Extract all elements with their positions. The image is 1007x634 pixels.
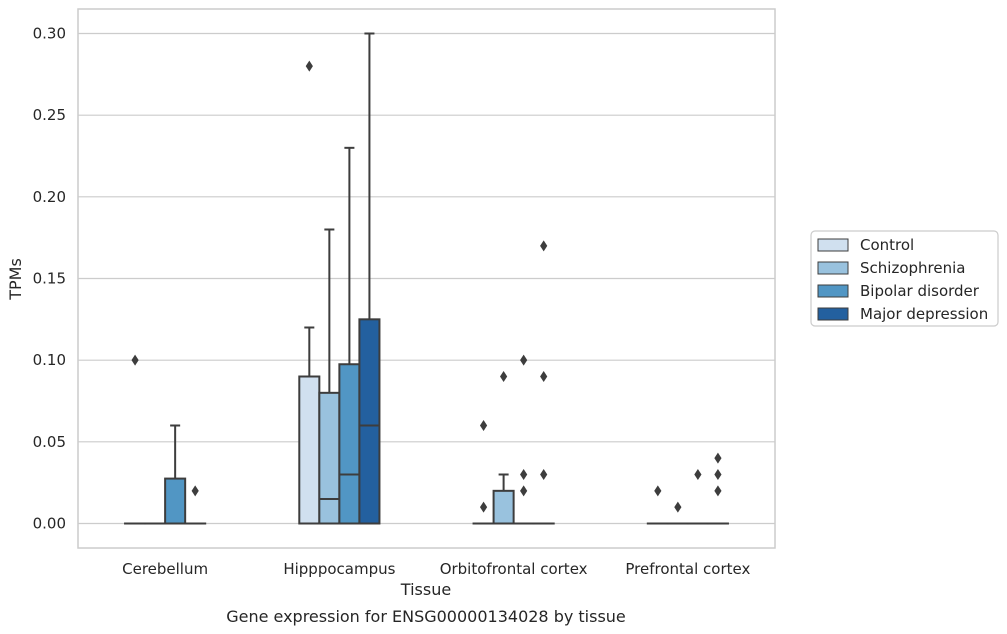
x-axis-label: Tissue: [400, 580, 451, 599]
box-bipolar-disorder: [164, 424, 187, 525]
outlier-point: [479, 420, 488, 431]
legend-label: Control: [860, 236, 914, 254]
outlier-point: [654, 485, 662, 497]
boxes: [124, 32, 729, 525]
box-major-depression: [358, 32, 381, 525]
x-tick-label: Cerebellum: [122, 560, 208, 578]
box-schizophrenia: [318, 228, 341, 525]
outlier-point: [520, 469, 528, 480]
box-major-depression: [706, 452, 729, 525]
x-tick-label: Orbitofrontal cortex: [440, 560, 588, 578]
y-tick-label: 0.20: [33, 188, 66, 206]
y-tick-label: 0.30: [33, 25, 66, 43]
outlier-point: [191, 485, 199, 497]
y-axis-label: TPMs: [6, 258, 25, 301]
box-control: [124, 354, 147, 525]
chart-caption: Gene expression for ENSG00000134028 by t…: [226, 607, 626, 626]
box-body: [298, 375, 321, 525]
y-tick-label: 0.00: [33, 515, 66, 533]
y-tick-label: 0.25: [33, 106, 66, 124]
box-bipolar-disorder: [512, 354, 535, 525]
box-body: [164, 477, 187, 525]
legend: Control Schizophrenia Bipolar disorder Majo…: [810, 230, 999, 327]
outlier-point: [520, 485, 528, 497]
outlier-point: [520, 354, 528, 366]
outlier-point: [714, 469, 722, 480]
legend-box: [810, 230, 999, 327]
box-body: [318, 391, 341, 525]
box-major-depression: [532, 240, 555, 525]
box-body: [358, 318, 381, 525]
box-major-depression: [184, 485, 207, 525]
outlier-point: [540, 469, 548, 480]
x-tick-label: Prefrontal cortex: [625, 560, 750, 578]
box-schizophrenia: [492, 371, 515, 525]
outlier-point: [714, 485, 722, 497]
outlier-point: [540, 240, 548, 252]
box-control: [298, 60, 321, 525]
outlier-point: [674, 501, 682, 513]
x-tick-label: Hipppocampus: [283, 560, 395, 578]
box-body: [492, 489, 515, 525]
y-tick-label: 0.15: [33, 270, 66, 288]
outlier-point: [540, 371, 548, 382]
legend-label: Major depression: [860, 305, 988, 323]
outlier-point: [714, 452, 722, 464]
box-bipolar-disorder: [686, 469, 709, 525]
legend-swatch: [817, 284, 849, 298]
y-axis-ticks: 0.00 0.05 0.10 0.15 0.20 0.25 0.30: [33, 25, 66, 533]
outlier-point: [131, 354, 139, 366]
outlier-point: [479, 501, 488, 513]
outlier-point: [500, 371, 508, 382]
box-control: [472, 420, 495, 525]
outlier-point: [305, 60, 313, 72]
plot-area-frame: [77, 8, 776, 549]
legend-label: Schizophrenia: [860, 259, 965, 277]
gridlines: [78, 32, 775, 525]
y-tick-label: 0.10: [33, 351, 66, 369]
legend-label: Bipolar disorder: [860, 282, 980, 300]
x-axis-ticks: Cerebellum Hipppocampus Orbitofrontal cort…: [122, 560, 750, 578]
legend-swatch: [817, 261, 849, 275]
y-tick-label: 0.05: [33, 433, 66, 451]
legend-swatch: [817, 307, 849, 321]
box-schizophrenia: [666, 501, 689, 525]
legend-swatch: [817, 238, 849, 252]
outlier-point: [694, 469, 702, 480]
box-bipolar-disorder: [338, 146, 361, 525]
box-body: [338, 363, 361, 525]
box-control: [646, 485, 669, 525]
